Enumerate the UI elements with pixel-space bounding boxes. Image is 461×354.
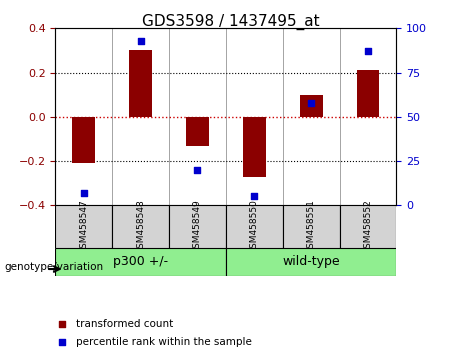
Bar: [186, 117, 209, 145]
Bar: [243, 117, 266, 177]
Point: [194, 167, 201, 173]
FancyBboxPatch shape: [340, 205, 396, 248]
Point: [284, 117, 292, 123]
Text: GDS3598 / 1437495_at: GDS3598 / 1437495_at: [142, 14, 319, 30]
FancyBboxPatch shape: [55, 248, 226, 276]
Point: [251, 194, 258, 199]
Text: wild-type: wild-type: [282, 256, 340, 268]
Text: GSM458549: GSM458549: [193, 199, 202, 254]
Text: GSM458552: GSM458552: [364, 199, 372, 254]
FancyBboxPatch shape: [55, 205, 112, 248]
Point: [137, 38, 144, 44]
Text: percentile rank within the sample: percentile rank within the sample: [76, 337, 252, 347]
FancyBboxPatch shape: [283, 205, 340, 248]
FancyBboxPatch shape: [226, 205, 283, 248]
Text: p300 +/-: p300 +/-: [113, 256, 168, 268]
Point: [307, 100, 315, 105]
Text: genotype/variation: genotype/variation: [5, 262, 104, 272]
Text: transformed count: transformed count: [76, 319, 173, 329]
Point: [284, 278, 292, 284]
FancyBboxPatch shape: [112, 205, 169, 248]
Text: GSM458551: GSM458551: [307, 199, 316, 254]
Point: [80, 190, 88, 196]
Text: GSM458550: GSM458550: [250, 199, 259, 254]
Bar: [129, 51, 152, 117]
FancyBboxPatch shape: [169, 205, 226, 248]
Point: [364, 48, 372, 54]
Bar: [357, 70, 379, 117]
FancyBboxPatch shape: [226, 248, 396, 276]
Bar: [72, 117, 95, 163]
Text: GSM458547: GSM458547: [79, 199, 88, 254]
Text: GSM458548: GSM458548: [136, 199, 145, 254]
Bar: [300, 95, 323, 117]
